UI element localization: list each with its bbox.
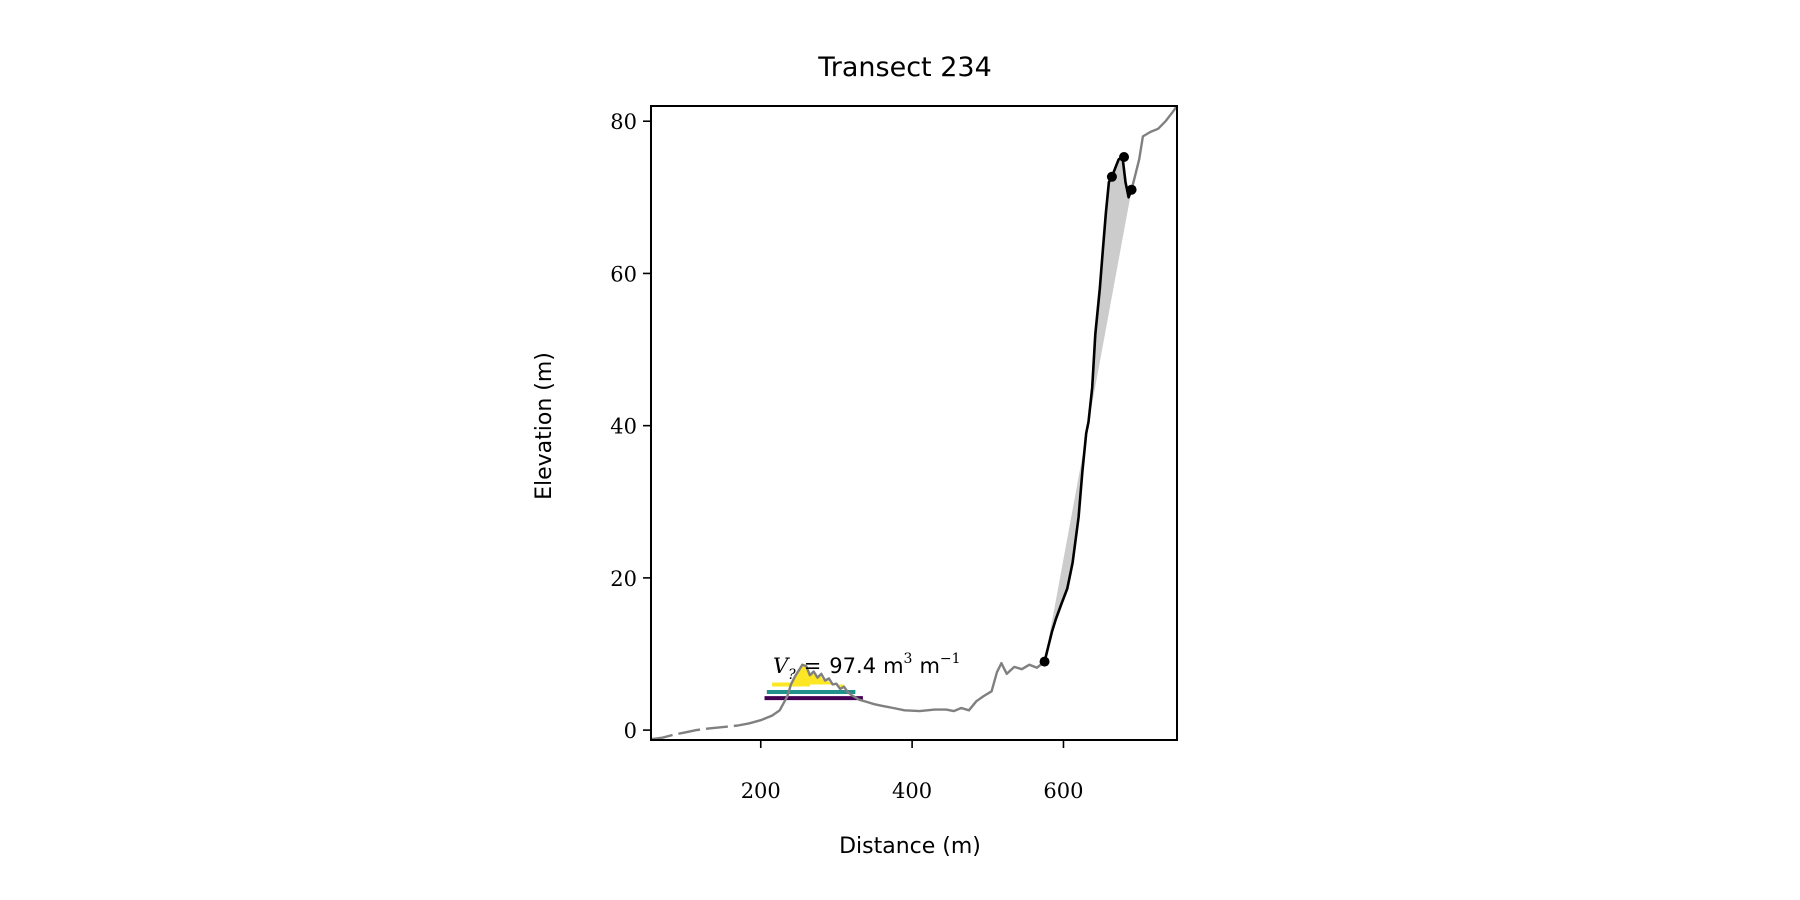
annotation-value: 97.4 — [829, 654, 876, 678]
marker-3 — [1126, 184, 1137, 195]
annotation-symbol: V — [773, 654, 790, 678]
series-profile — [737, 660, 1046, 727]
volume-annotation: V? = 97.4 m3 m−1 — [773, 651, 961, 683]
chart-title: Transect 234 — [817, 52, 992, 83]
marker-2 — [1119, 151, 1130, 162]
y-axis-label: Elevation (m) — [532, 352, 557, 500]
y-tick-label: 0 — [624, 719, 637, 743]
marker-1 — [1106, 171, 1117, 182]
plot-frame — [650, 105, 1178, 741]
x-axis: 200 400 600 — [741, 740, 1084, 803]
annotation-unit-exponent: 3 — [904, 651, 913, 667]
series-profile-dashed — [650, 724, 739, 741]
x-tick-label: 400 — [892, 779, 932, 803]
plot-area — [650, 105, 1178, 741]
annotation-unit2: m — [919, 654, 939, 678]
series-dune-slope — [1043, 155, 1133, 662]
annotation-unit2-exponent: −1 — [940, 651, 961, 667]
y-tick-label: 20 — [610, 567, 637, 591]
shaded-region — [1044, 156, 1132, 662]
x-tick-label: 600 — [1043, 779, 1083, 803]
x-axis-label: Distance (m) — [839, 834, 981, 859]
annotation-unit: m — [883, 654, 903, 678]
y-tick-label: 80 — [610, 110, 637, 134]
annotation-equals: = — [804, 654, 822, 678]
y-tick-label: 60 — [610, 262, 637, 286]
series-profile-upper — [1130, 105, 1178, 190]
y-tick-label: 40 — [610, 415, 637, 439]
marker-0 — [1039, 656, 1050, 667]
y-axis: 0 20 40 60 80 — [610, 110, 651, 743]
annotation-subscript: ? — [788, 667, 796, 683]
yellow-layer-fill — [789, 663, 844, 689]
x-tick-label: 200 — [741, 779, 781, 803]
